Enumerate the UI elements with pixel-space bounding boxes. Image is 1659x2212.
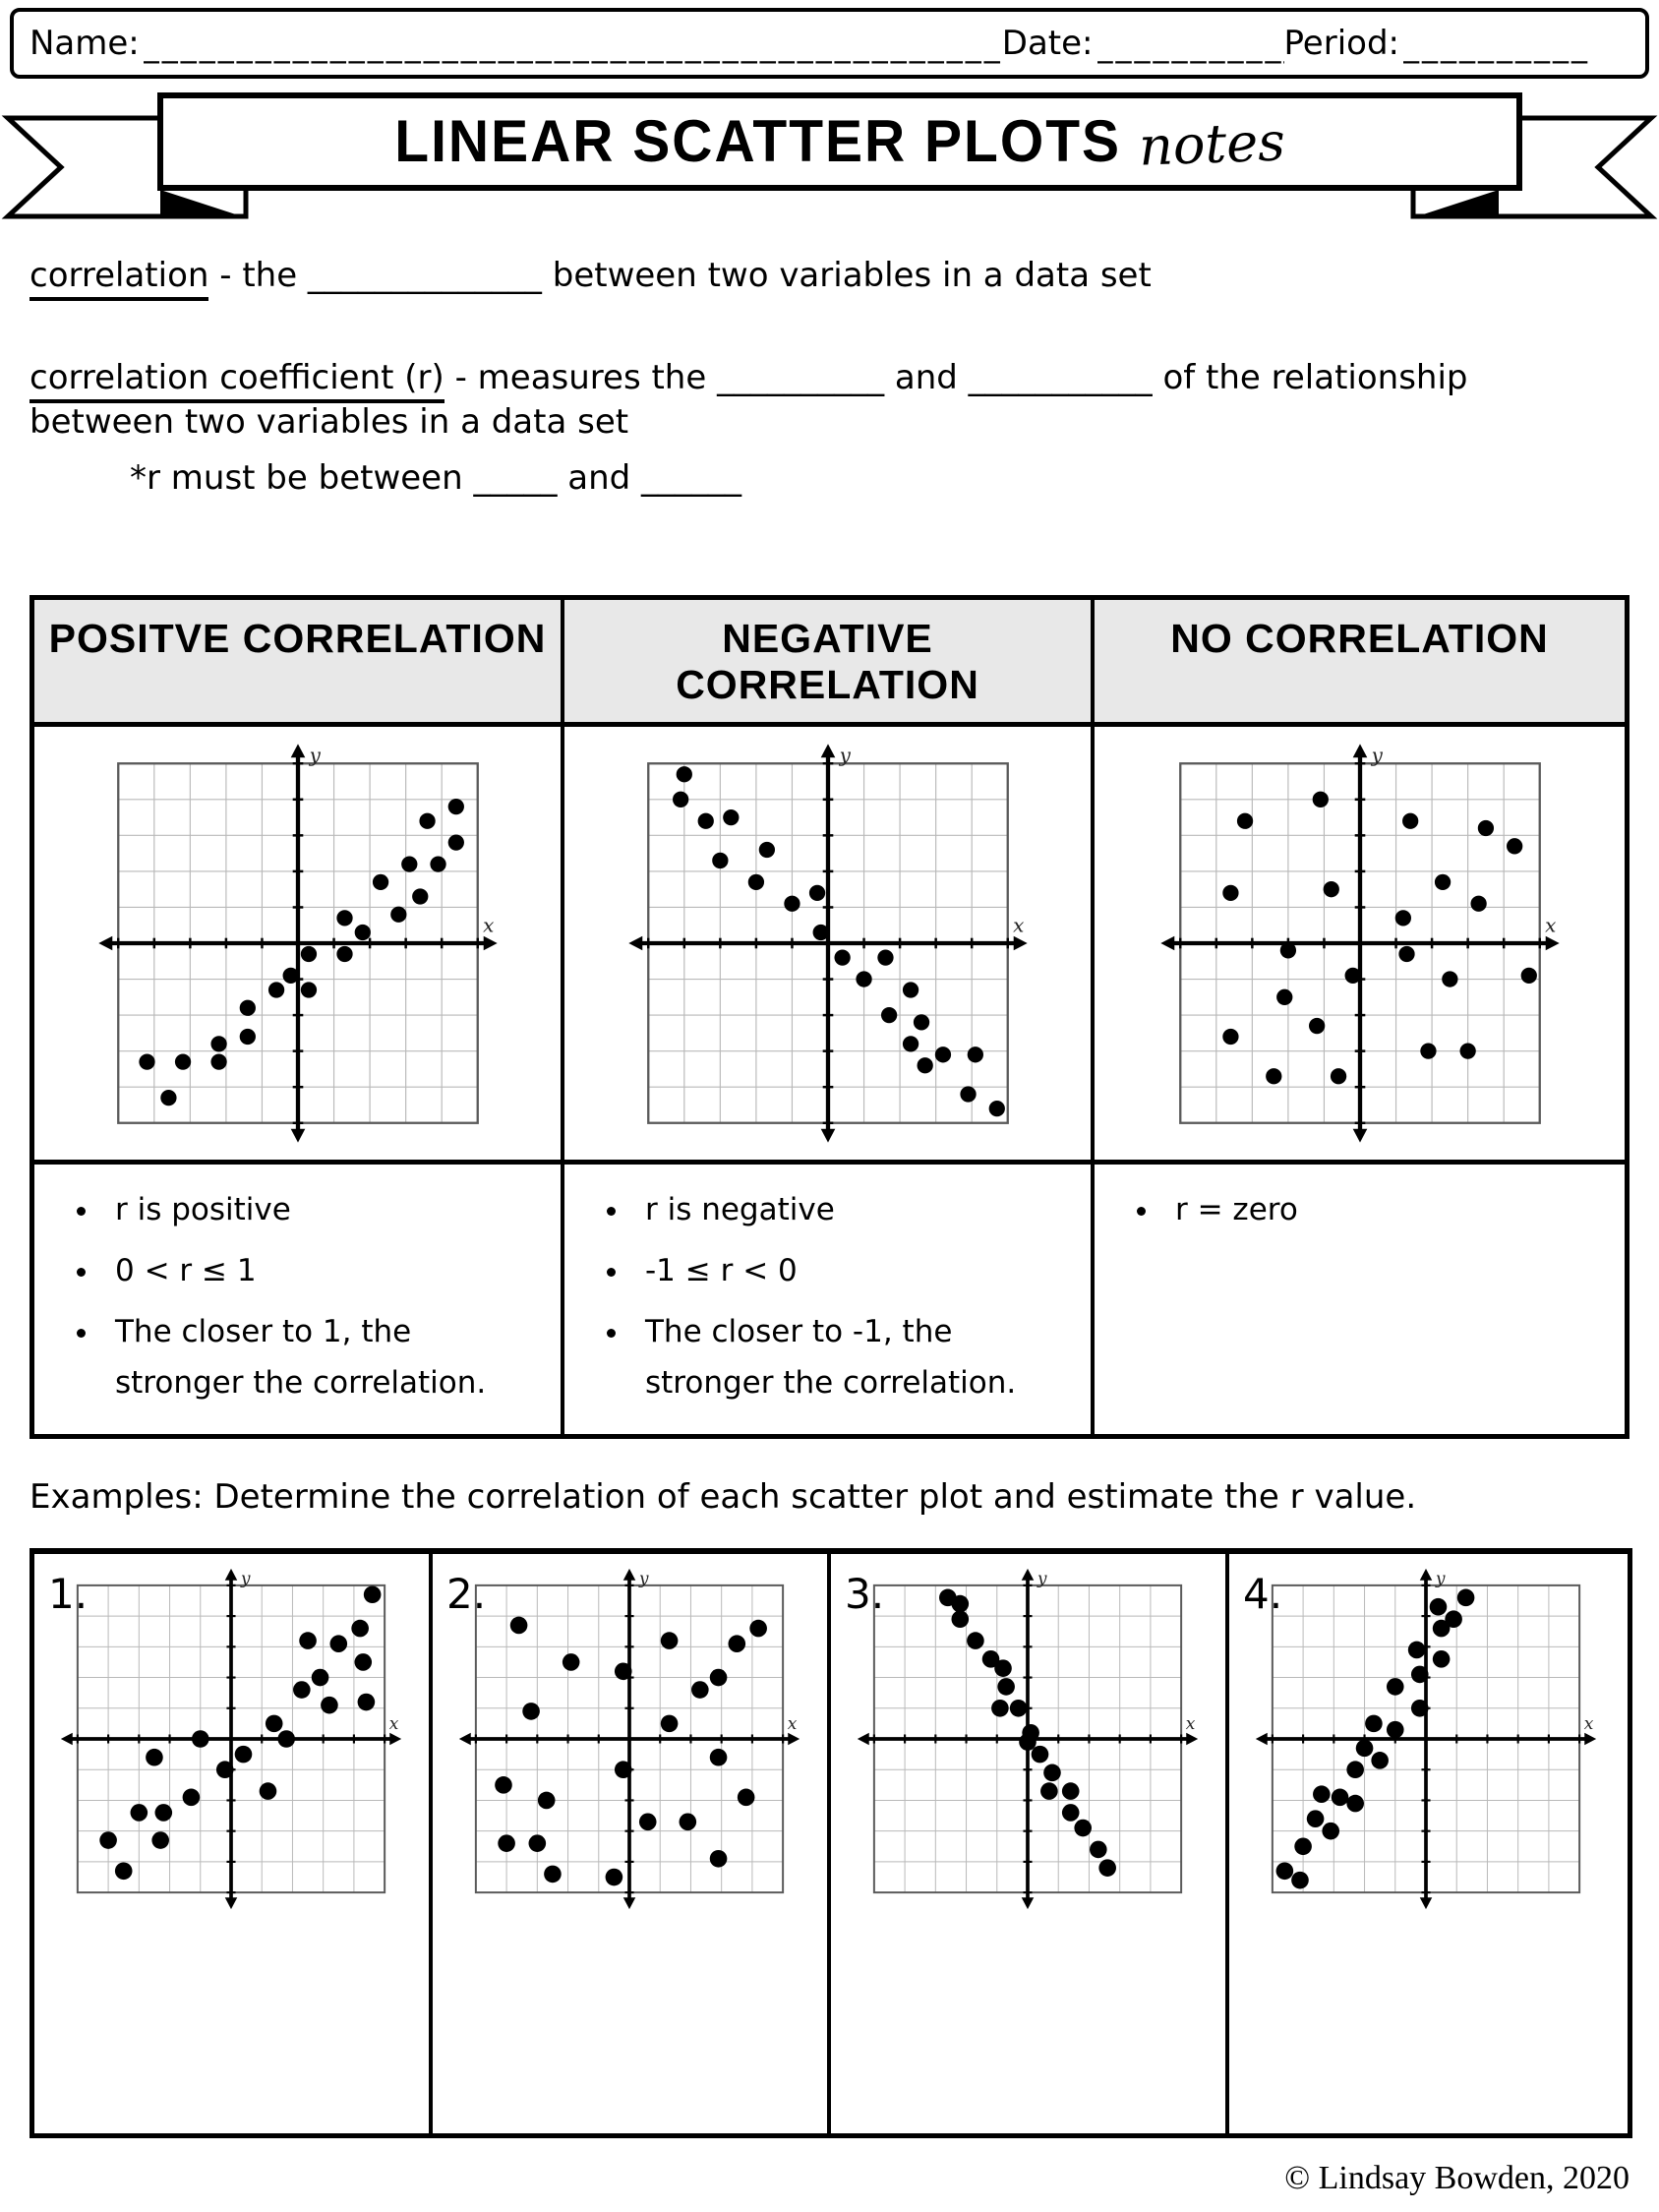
example-2-scatter-plot: y x bbox=[456, 1566, 827, 1912]
copyright-credit: © Lindsay Bowden, 2020 bbox=[1284, 2160, 1629, 2196]
svg-text:x: x bbox=[483, 914, 494, 936]
negative-correlation-notes: r is negative -1 ≤ r < 0 The closer to -… bbox=[564, 1165, 1095, 1435]
correlation-definition-text: - the ______________ between two variabl… bbox=[208, 256, 1152, 295]
example-1-cell: 1. y x bbox=[34, 1554, 433, 2133]
examples-table: 1. y x 2. bbox=[30, 1548, 1632, 2138]
bullet: 0 < r ≤ 1 bbox=[101, 1245, 541, 1296]
svg-text:y: y bbox=[1435, 1569, 1446, 1588]
svg-text:y: y bbox=[1370, 745, 1383, 767]
r-range-note: *r must be between _____ and ______ bbox=[130, 458, 742, 498]
correlation-coefficient-term: correlation coefficient (r) bbox=[30, 358, 444, 403]
title-banner: LINEAR SCATTER PLOTS notes bbox=[0, 85, 1659, 222]
bullet: r is negative bbox=[631, 1184, 1071, 1235]
example-3-number: 3. bbox=[845, 1570, 885, 1618]
svg-text:x: x bbox=[788, 1714, 798, 1734]
date-blank-line: ____________ bbox=[1096, 27, 1284, 64]
name-blank-line: ________________________________________… bbox=[143, 27, 1002, 64]
svg-text:x: x bbox=[1584, 1714, 1594, 1734]
svg-text:x: x bbox=[1545, 914, 1556, 936]
example-2-number: 2. bbox=[446, 1570, 487, 1618]
bullet: The closer to -1, the stronger the corre… bbox=[631, 1306, 1071, 1408]
correlation-notes-table: POSITVE CORRELATION NEGATIVE CORRELATION… bbox=[30, 595, 1629, 1440]
bullet: The closer to 1, the stronger the correl… bbox=[101, 1306, 541, 1408]
negative-correlation-scatter-plot: y x bbox=[624, 741, 1031, 1146]
positive-correlation-graph-cell: y x bbox=[34, 727, 564, 1165]
example-2-cell: 2. y x bbox=[433, 1554, 831, 2133]
bullet: -1 ≤ r < 0 bbox=[631, 1245, 1071, 1296]
correlation-coefficient-definition-text: - measures the __________ and __________… bbox=[30, 358, 1468, 442]
page-title-script: notes bbox=[1138, 109, 1286, 178]
svg-text:x: x bbox=[1013, 914, 1024, 936]
bullet: r is positive bbox=[101, 1184, 541, 1235]
date-label: Date: bbox=[1001, 24, 1094, 63]
svg-text:y: y bbox=[838, 745, 851, 767]
example-4-cell: 4. y x bbox=[1229, 1554, 1628, 2133]
svg-text:y: y bbox=[308, 745, 321, 767]
examples-prompt: Examples: Determine the correlation of e… bbox=[30, 1477, 1417, 1517]
svg-text:y: y bbox=[240, 1569, 251, 1588]
period-blank-line: __________ bbox=[1403, 27, 1590, 64]
svg-text:x: x bbox=[389, 1714, 399, 1734]
period-label: Period: bbox=[1283, 24, 1399, 63]
name-label: Name: bbox=[30, 24, 140, 63]
example-4-scatter-plot: y x bbox=[1253, 1566, 1628, 1912]
svg-text:y: y bbox=[1037, 1569, 1047, 1588]
header-positive-correlation: POSITVE CORRELATION bbox=[34, 600, 564, 727]
definition-correlation: correlation - the ______________ between… bbox=[30, 254, 1623, 301]
bullet: r = zero bbox=[1161, 1184, 1605, 1235]
definition-correlation-coefficient: correlation coefficient (r) - measures t… bbox=[30, 356, 1475, 445]
positive-correlation-notes: r is positive 0 < r ≤ 1 The closer to 1,… bbox=[34, 1165, 564, 1435]
example-3-cell: 3. y x bbox=[831, 1554, 1229, 2133]
example-1-scatter-plot: y x bbox=[58, 1566, 429, 1912]
example-4-number: 4. bbox=[1243, 1570, 1283, 1618]
header-no-correlation: NO CORRELATION bbox=[1095, 600, 1625, 727]
no-correlation-graph-cell: y x bbox=[1095, 727, 1625, 1165]
positive-correlation-scatter-plot: y x bbox=[94, 741, 501, 1146]
negative-correlation-graph-cell: y x bbox=[564, 727, 1095, 1165]
banner-plate: LINEAR SCATTER PLOTS notes bbox=[157, 92, 1522, 191]
example-3-scatter-plot: y x bbox=[855, 1566, 1225, 1912]
no-correlation-notes: r = zero bbox=[1095, 1165, 1625, 1434]
svg-text:y: y bbox=[638, 1569, 649, 1588]
name-date-period-box: Name: __________________________________… bbox=[10, 8, 1649, 79]
correlation-term: correlation bbox=[30, 256, 209, 301]
svg-text:x: x bbox=[1186, 1714, 1196, 1734]
no-correlation-scatter-plot: y x bbox=[1156, 741, 1563, 1146]
page-title: LINEAR SCATTER PLOTS bbox=[394, 108, 1122, 175]
header-negative-correlation: NEGATIVE CORRELATION bbox=[564, 600, 1095, 727]
example-1-number: 1. bbox=[48, 1570, 89, 1618]
